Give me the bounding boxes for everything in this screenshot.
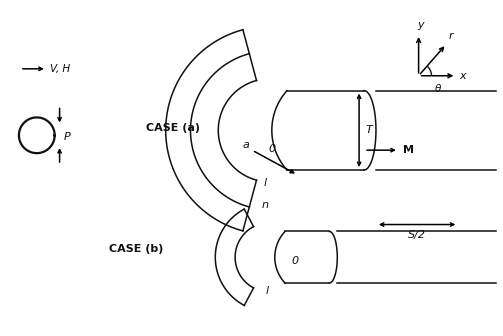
Text: 0: 0 [269, 143, 276, 154]
Text: a: a [242, 140, 249, 150]
Text: n: n [261, 200, 268, 210]
Text: 0: 0 [291, 256, 298, 266]
Text: S/2: S/2 [408, 230, 426, 241]
Text: y: y [417, 20, 424, 30]
Text: r: r [448, 31, 453, 41]
Text: CASE (b): CASE (b) [109, 244, 163, 254]
Text: l: l [264, 178, 267, 188]
Text: l: l [266, 286, 269, 296]
Text: x: x [459, 71, 466, 81]
Text: P: P [63, 132, 70, 142]
Text: T: T [365, 125, 372, 135]
Text: M: M [403, 145, 414, 155]
Text: V, H: V, H [50, 64, 70, 74]
Text: $\theta$: $\theta$ [435, 82, 443, 94]
Text: CASE (a): CASE (a) [146, 123, 200, 133]
